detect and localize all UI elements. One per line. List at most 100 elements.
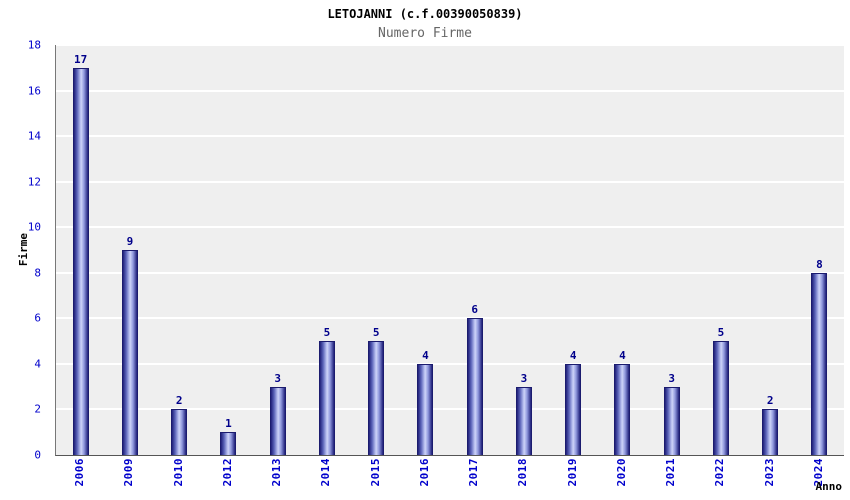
bar-value-label: 3 (274, 371, 281, 385)
x-tick-label: 2019 (565, 458, 579, 487)
x-tick-label: 2021 (664, 458, 678, 487)
bar-value-label: 3 (668, 371, 675, 385)
bar-column: 4 (549, 45, 598, 455)
chart-subtitle: Numero Firme (378, 26, 472, 41)
x-cell: 2023 (745, 458, 794, 500)
x-cell: 2016 (400, 458, 449, 500)
bar-value-label: 5 (717, 326, 725, 340)
bar-column: 8 (795, 45, 844, 455)
bar-column: 6 (450, 45, 499, 455)
x-cell: 2015 (351, 458, 400, 500)
bar-value-label: 2 (175, 394, 183, 408)
x-cell: 2013 (252, 458, 301, 500)
x-tick-label: 2017 (467, 458, 481, 487)
y-tick-label: 6 (34, 311, 41, 325)
x-cell: 2021 (646, 458, 695, 500)
x-tick-label: 2022 (713, 458, 727, 487)
x-cell: 2006 (55, 458, 104, 500)
y-tick-label: 0 (34, 448, 41, 462)
bar (72, 67, 89, 455)
x-cell: 2017 (449, 458, 498, 500)
x-cell: 2024 (794, 458, 843, 500)
y-tick-label: 14 (27, 129, 41, 143)
x-cell: 2012 (203, 458, 252, 500)
bar-value-label: 5 (372, 326, 380, 340)
y-tick-label: 10 (27, 220, 41, 234)
x-tick-label: 2006 (73, 458, 87, 487)
grid-line (56, 44, 844, 46)
bar (663, 386, 680, 455)
x-cell: 2009 (104, 458, 153, 500)
bar-value-label: 9 (126, 235, 134, 248)
bar (417, 363, 434, 455)
bar-value-label: 5 (323, 326, 331, 340)
y-tick-label: 18 (27, 38, 41, 52)
bar-column: 4 (598, 45, 647, 455)
x-tick-label: 2016 (417, 458, 431, 487)
bar-column: 2 (746, 45, 795, 455)
bar-column: 17 (56, 45, 105, 455)
grid-lines (56, 44, 844, 455)
bar (318, 341, 335, 455)
x-tick-label: 2013 (270, 458, 284, 487)
bar (466, 318, 483, 455)
grid-line (56, 89, 844, 92)
bar (811, 272, 828, 455)
bar (269, 386, 286, 455)
bar-value-label: 1 (225, 417, 232, 431)
grid-line (56, 180, 844, 183)
x-cell: 2019 (548, 458, 597, 500)
bar-value-label: 3 (520, 371, 528, 385)
bar (762, 409, 779, 455)
bar-column: 1 (204, 45, 253, 455)
grid-line (56, 408, 844, 411)
bar-column: 3 (647, 45, 696, 455)
x-tick-label: 2010 (171, 458, 185, 487)
y-tick-label: 8 (34, 266, 41, 280)
bar-column: 9 (105, 45, 154, 455)
bar-column: 5 (696, 45, 745, 455)
bar (565, 363, 582, 455)
grid-line (56, 271, 844, 274)
grid-line (56, 135, 844, 138)
bar-column: 2 (155, 45, 204, 455)
y-tick-label: 4 (34, 357, 41, 371)
plot-area: 17 9 2 1 3 5 5 4 6 3 4 4 3 5 2 8 (55, 44, 844, 456)
x-cell: 2020 (597, 458, 646, 500)
y-tick-label: 2 (34, 402, 41, 416)
bar (515, 386, 532, 455)
x-axis-title: Anno (815, 480, 843, 493)
y-tick-label: 16 (27, 84, 41, 98)
bar (121, 250, 138, 455)
grid-line (56, 226, 844, 229)
grid-line (56, 317, 844, 320)
grid-line (56, 362, 844, 365)
x-tick-label: 2009 (122, 458, 136, 487)
bar-column: 5 (352, 45, 401, 455)
x-tick-label: 2018 (516, 458, 530, 487)
x-cell: 2010 (154, 458, 203, 500)
bar-column: 3 (499, 45, 548, 455)
bar-column: 4 (401, 45, 450, 455)
x-axis-labels: 2006 2009 2010 2012 2013 2014 2015 2016 2017 2018… (55, 458, 843, 500)
x-tick-label: 2015 (368, 458, 382, 487)
y-axis-labels: 0 2 4 6 8 10 12 14 16 18 (0, 39, 50, 462)
x-cell: 2022 (695, 458, 744, 500)
bar-value-label: 2 (766, 394, 774, 408)
chart-title: LETOJANNI (c.f.00390050839) (327, 7, 523, 21)
x-cell: 2018 (498, 458, 547, 500)
y-tick-label: 12 (27, 175, 41, 189)
bar-column: 3 (253, 45, 302, 455)
bar (614, 363, 631, 455)
bar-value-label: 4 (619, 348, 626, 362)
bar-value-label: 4 (422, 348, 429, 362)
bar (220, 432, 237, 455)
bar-value-label: 4 (569, 348, 577, 362)
bar-value-label: 6 (471, 303, 478, 317)
x-tick-label: 2020 (614, 458, 628, 487)
x-cell: 2014 (301, 458, 350, 500)
bar-column: 5 (302, 45, 351, 455)
x-tick-label: 2014 (319, 458, 333, 487)
bars: 17 9 2 1 3 5 5 4 6 3 4 4 3 5 2 8 (56, 45, 844, 455)
